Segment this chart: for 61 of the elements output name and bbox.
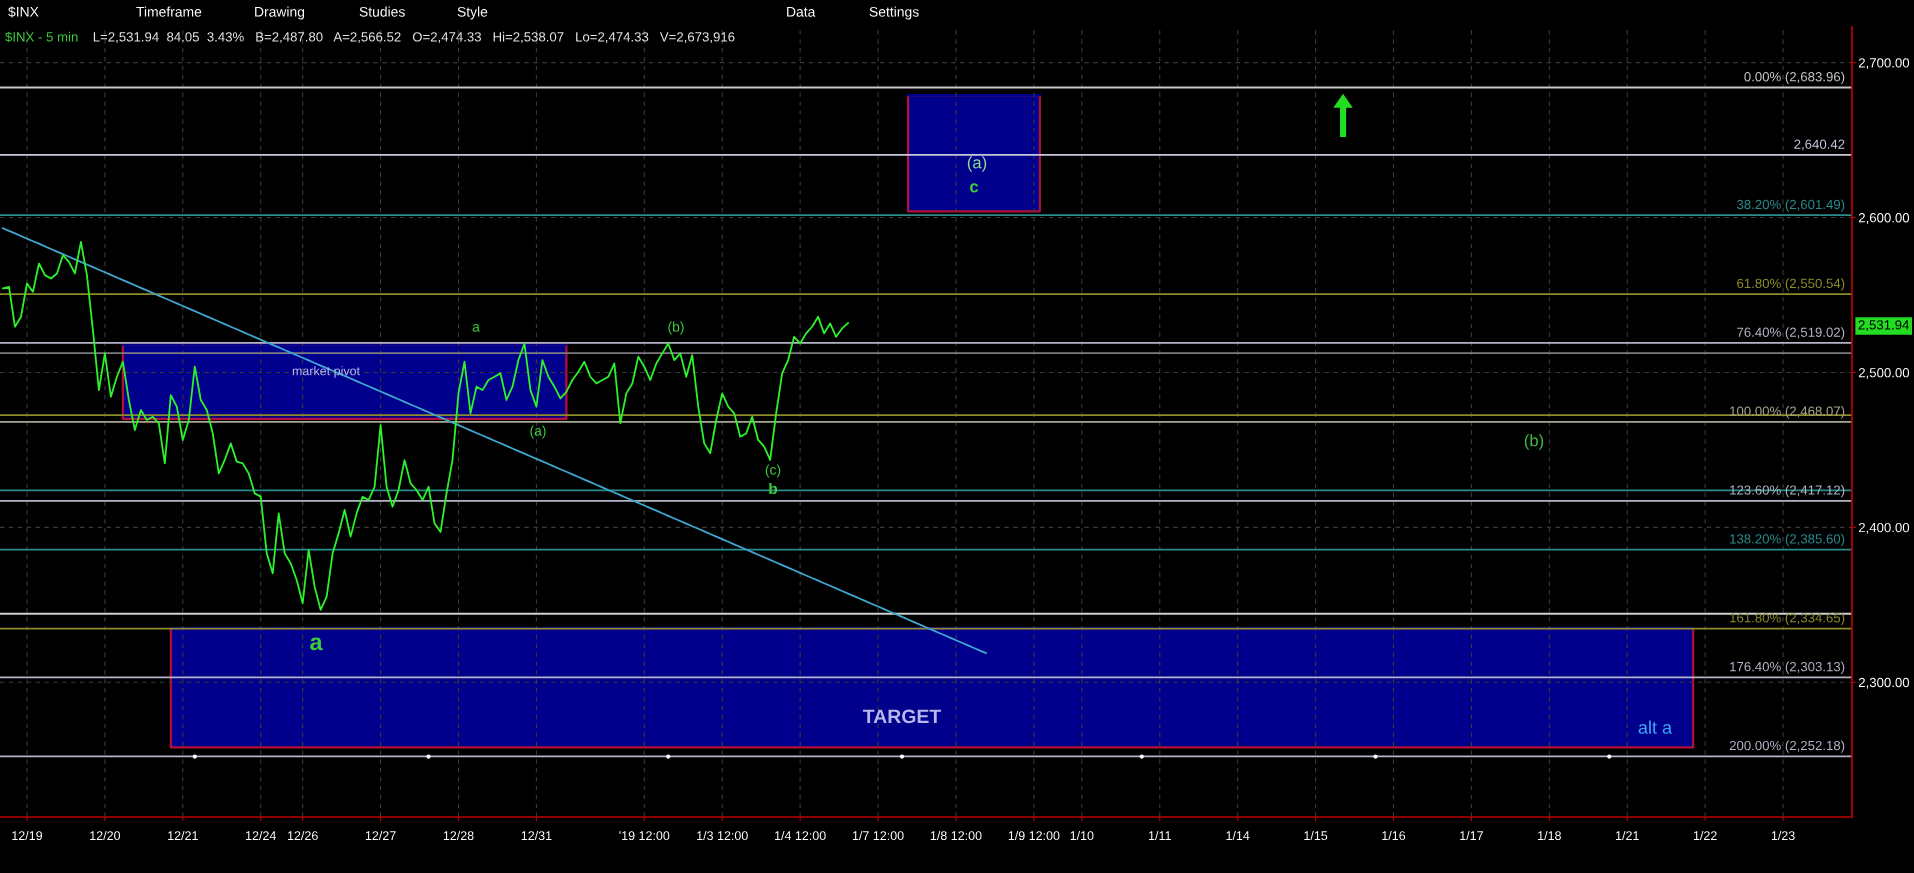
annotation: (b) bbox=[668, 321, 684, 335]
text: Studies bbox=[359, 6, 405, 17]
x-tick-label: 12/27 bbox=[365, 830, 396, 841]
x-tick-label: 1/10 bbox=[1070, 830, 1094, 841]
ref-line-label: 161.80% (2,334.65) bbox=[1730, 612, 1845, 626]
x-tick-label: 1/3 12:00 bbox=[697, 830, 748, 841]
x-tick-label: 1/23 bbox=[1771, 830, 1795, 841]
x-tick-label: 1/7 12:00 bbox=[852, 830, 904, 841]
text: Data bbox=[787, 7, 816, 17]
x-tick-label: 1/17 bbox=[1460, 830, 1483, 841]
x-tick-label: 12/28 bbox=[443, 830, 474, 841]
annotation: a bbox=[472, 324, 480, 332]
annotation: (a) bbox=[530, 425, 546, 439]
text: 2,531.94 bbox=[1858, 320, 1909, 332]
annotation: a bbox=[310, 637, 323, 651]
chart-title: $INX - 5 min bbox=[5, 31, 78, 43]
annotation: (b) bbox=[1524, 434, 1544, 450]
x-tick-label: 1/4 12:00 bbox=[775, 830, 826, 841]
annotation: TARGET bbox=[862, 709, 942, 724]
x-tick-label: 12/20 bbox=[90, 830, 121, 841]
ref-line-label: 61.80% (2,550.54) bbox=[1737, 278, 1845, 291]
y-tick-label: 2,500.00 bbox=[1858, 368, 1910, 379]
x-tick-label: 1/18 bbox=[1538, 830, 1561, 841]
text: Settings bbox=[869, 6, 919, 20]
text: Drawing bbox=[255, 6, 305, 20]
ref-line-label: 176.40% (2,303.13) bbox=[1730, 661, 1845, 674]
x-tick-label: '19 12:00 bbox=[619, 831, 670, 841]
annotation: alt a bbox=[1638, 720, 1673, 734]
line-series bbox=[2, 227, 987, 655]
ref-line-label: 2,640.42 bbox=[1794, 139, 1845, 151]
x-tick-label: 1/11 bbox=[1149, 830, 1171, 841]
annotation: c bbox=[970, 183, 979, 193]
annotation: (a) bbox=[967, 156, 987, 172]
x-tick-label: 1/15 bbox=[1304, 830, 1328, 841]
x-tick-label: 12/24 bbox=[246, 830, 276, 841]
text: Style bbox=[457, 6, 488, 20]
ref-line-label: 138.20% (2,385.60) bbox=[1730, 533, 1845, 547]
line-series bbox=[2, 240, 849, 611]
y-tick-label: 2,600.00 bbox=[1858, 213, 1910, 224]
annotation: (c) bbox=[765, 464, 781, 478]
x-tick-label: 12/26 bbox=[287, 830, 318, 841]
x-tick-label: 1/8 12:00 bbox=[930, 830, 982, 841]
y-tick-label: 2,400.00 bbox=[1858, 522, 1910, 534]
ref-line-label: 38.20% (2,601.49) bbox=[1737, 199, 1845, 212]
ref-line-label: 0.00% (2,683.96) bbox=[1744, 71, 1845, 84]
x-tick-label: 1/14 bbox=[1226, 830, 1250, 841]
x-tick-label: 1/22 bbox=[1693, 830, 1717, 841]
y-tick-label: 2,700.00 bbox=[1858, 58, 1910, 70]
x-tick-label: 1/9 12:00 bbox=[1008, 830, 1060, 841]
annotation: market pivot bbox=[292, 366, 360, 378]
y-tick-label: 2,300.00 bbox=[1858, 677, 1910, 689]
x-tick-label: 1/16 bbox=[1382, 830, 1406, 841]
text: $INX bbox=[8, 6, 39, 18]
chart-subtitle: L=2,531.94 84.05 3.43% B=2,487.80 A=2,566.52 O=2,474.33 Hi=2,538.07 Lo=2,474.33 V=2,673,916 bbox=[93, 31, 735, 44]
x-tick-label: 1/21 bbox=[1616, 830, 1639, 841]
x-tick-label: 12/31 bbox=[521, 830, 552, 841]
text: Timeframe bbox=[136, 6, 202, 17]
ref-line-label: 200.00% (2,252.18) bbox=[1729, 740, 1845, 753]
x-tick-label: 12/21 bbox=[168, 830, 198, 841]
ref-line-label: 76.40% (2,519.02) bbox=[1737, 327, 1845, 340]
x-tick-label: 12/19 bbox=[12, 830, 43, 841]
